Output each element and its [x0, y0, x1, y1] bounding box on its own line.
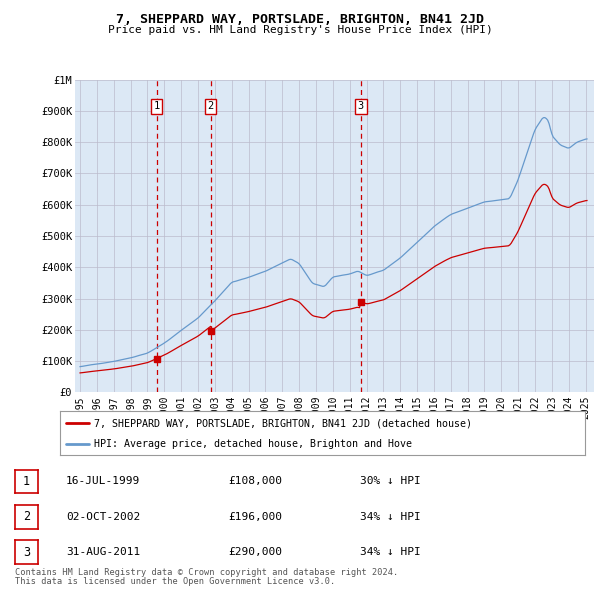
Text: 34% ↓ HPI: 34% ↓ HPI [360, 548, 421, 557]
Text: 7, SHEPPARD WAY, PORTSLADE, BRIGHTON, BN41 2JD: 7, SHEPPARD WAY, PORTSLADE, BRIGHTON, BN… [116, 13, 484, 26]
Text: HPI: Average price, detached house, Brighton and Hove: HPI: Average price, detached house, Brig… [94, 438, 412, 448]
Text: 1: 1 [154, 101, 160, 112]
Text: 02-OCT-2002: 02-OCT-2002 [66, 512, 140, 522]
Text: 3: 3 [23, 546, 30, 559]
Text: 2: 2 [23, 510, 30, 523]
Text: 2: 2 [208, 101, 214, 112]
Text: 34% ↓ HPI: 34% ↓ HPI [360, 512, 421, 522]
Text: Price paid vs. HM Land Registry's House Price Index (HPI): Price paid vs. HM Land Registry's House … [107, 25, 493, 35]
Text: £108,000: £108,000 [228, 477, 282, 486]
Text: £196,000: £196,000 [228, 512, 282, 522]
Text: 1: 1 [23, 475, 30, 488]
Text: 30% ↓ HPI: 30% ↓ HPI [360, 477, 421, 486]
Text: 31-AUG-2011: 31-AUG-2011 [66, 548, 140, 557]
Text: Contains HM Land Registry data © Crown copyright and database right 2024.: Contains HM Land Registry data © Crown c… [15, 568, 398, 577]
Text: 16-JUL-1999: 16-JUL-1999 [66, 477, 140, 486]
Text: This data is licensed under the Open Government Licence v3.0.: This data is licensed under the Open Gov… [15, 578, 335, 586]
Text: £290,000: £290,000 [228, 548, 282, 557]
Text: 3: 3 [358, 101, 364, 112]
Text: 7, SHEPPARD WAY, PORTSLADE, BRIGHTON, BN41 2JD (detached house): 7, SHEPPARD WAY, PORTSLADE, BRIGHTON, BN… [94, 418, 472, 428]
